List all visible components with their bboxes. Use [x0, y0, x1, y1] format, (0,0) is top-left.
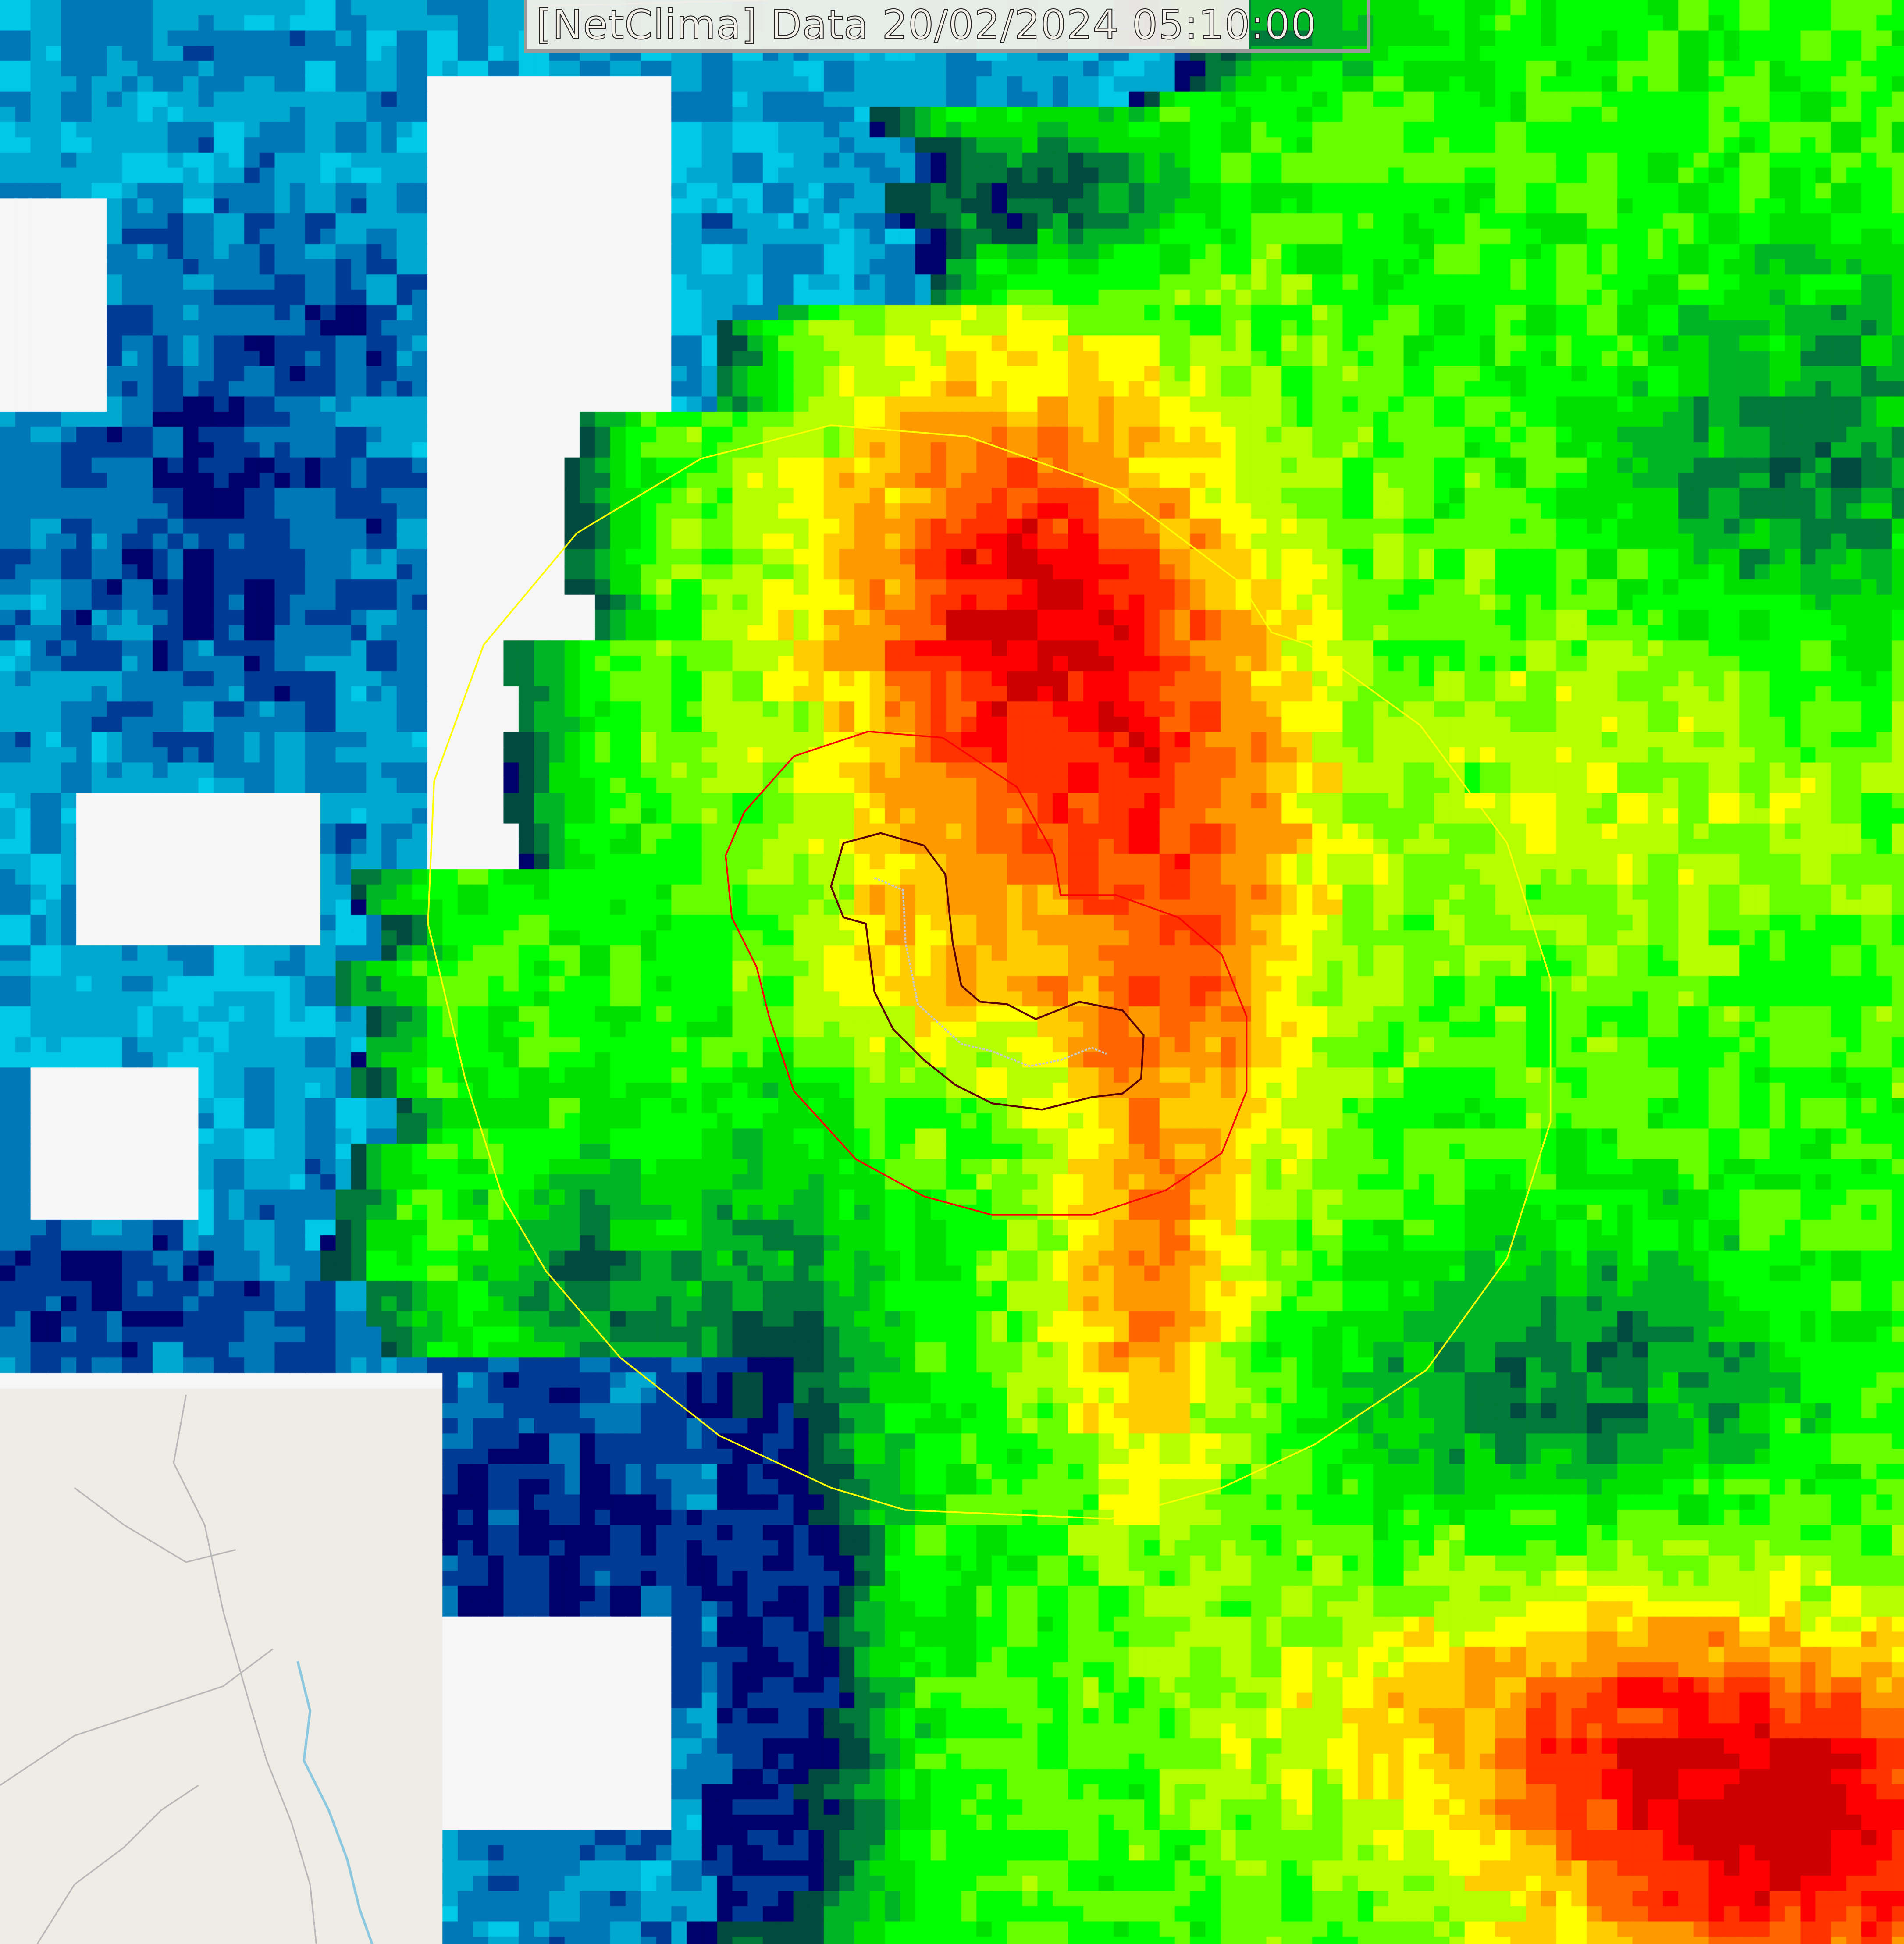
border-line — [173, 1394, 317, 1944]
contour-inner — [830, 832, 1145, 1111]
contour-middle — [725, 730, 1248, 1216]
border-line — [0, 1648, 274, 1786]
basemap-lines — [0, 0, 769, 1944]
rivers — [296, 1661, 374, 1944]
contour-outer — [427, 424, 1552, 1520]
map-title: [NetClima] Data 20/02/2024 05:10:00 — [536, 1, 1317, 49]
border-line — [74, 1487, 236, 1563]
title-banner: [NetClima] Data 20/02/2024 05:10:00 — [524, 0, 1370, 53]
storm-track — [874, 877, 1107, 1067]
river — [296, 1661, 374, 1944]
border-line — [36, 1784, 199, 1944]
